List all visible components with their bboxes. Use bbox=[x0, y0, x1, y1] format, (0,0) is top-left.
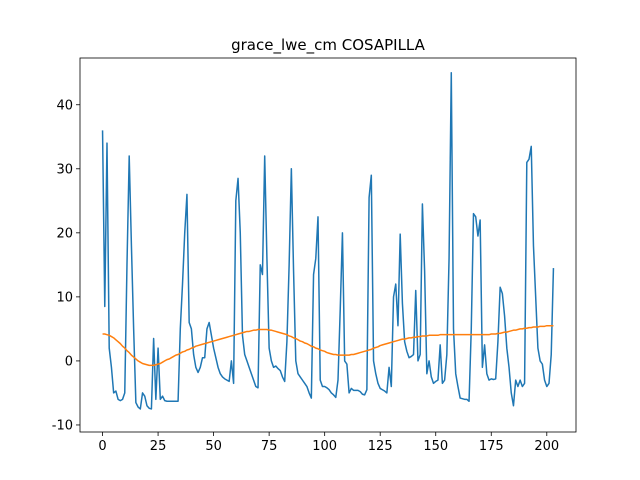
y-tick-label: 30 bbox=[56, 162, 73, 177]
y-tick-label: 0 bbox=[65, 354, 73, 369]
y-tick-label: 40 bbox=[56, 98, 73, 113]
x-tick-label: 25 bbox=[150, 439, 167, 454]
x-tick-label: 100 bbox=[312, 439, 337, 454]
x-tick-label: 0 bbox=[98, 439, 106, 454]
series-line bbox=[102, 324, 554, 367]
plot-frame bbox=[79, 57, 577, 433]
y-tick-label: 10 bbox=[56, 290, 73, 305]
y-tick-label: -10 bbox=[52, 418, 73, 433]
series-line bbox=[101, 71, 555, 410]
x-tick-label: 75 bbox=[261, 439, 278, 454]
x-tick-label: 125 bbox=[368, 439, 393, 454]
x-tick-label: 150 bbox=[423, 439, 448, 454]
chart-title: grace_lwe_cm COSAPILLA bbox=[231, 36, 426, 55]
x-tick-label: 200 bbox=[534, 439, 559, 454]
y-tick-label: 20 bbox=[56, 226, 73, 241]
x-tick-label: 175 bbox=[479, 439, 504, 454]
x-tick-label: 50 bbox=[205, 439, 222, 454]
